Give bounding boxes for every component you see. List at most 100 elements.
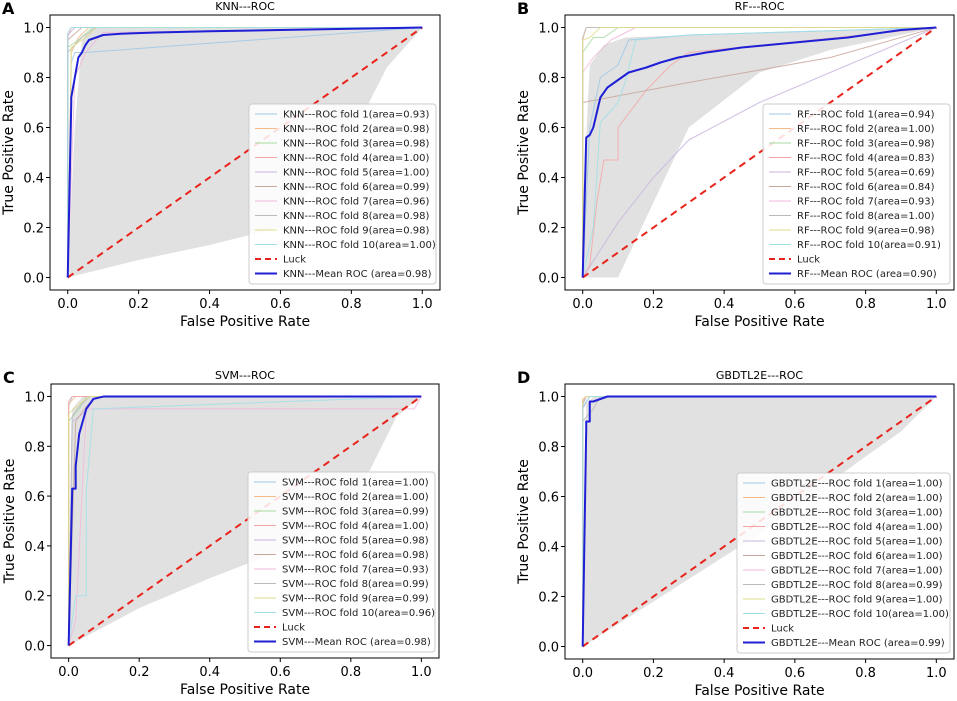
legend: SVM---ROC fold 1(area=1.00) SVM---ROC fol…	[247, 471, 436, 653]
legend-entry: Luck	[797, 255, 820, 266]
fold-10-line	[582, 27, 937, 278]
legend-entry: SVM---ROC fold 8(area=0.99)	[282, 579, 429, 590]
x-tick-label: 0.6	[785, 297, 806, 312]
legend-entry: GBDTL2E---ROC fold 10(area=1.00)	[771, 609, 949, 620]
chart-title: GBDTL2E---ROC	[716, 369, 804, 382]
legend-entry: RF---ROC fold 4(area=0.83)	[797, 153, 935, 164]
plot-frame	[50, 383, 440, 659]
x-axis-label: False Positive Rate	[180, 314, 310, 330]
legend-box	[248, 103, 437, 285]
panel-A: A KNN---ROC 0.0 0.2 0.4 0.6 0.8 1.0 0.0 0.2 0.4 0.6…	[1, 0, 441, 330]
legend-entry: SVM---ROC fold 4(area=1.00)	[282, 521, 429, 532]
legend: KNN---ROC fold 1(area=0.93) KNN---ROC fol…	[248, 103, 437, 285]
std-band	[582, 27, 937, 278]
y-axis-label: True Positive Rate	[1, 90, 17, 216]
legend-entry: GBDTL2E---ROC fold 3(area=1.00)	[771, 508, 943, 519]
legend-entry: KNN---ROC fold 4(area=1.00)	[283, 153, 429, 164]
legend-entry: RF---ROC fold 2(area=1.00)	[797, 124, 935, 135]
mean-roc-line	[67, 395, 422, 646]
mean-roc-line	[581, 395, 937, 647]
x-tick-label: 0.4	[199, 297, 220, 312]
panel-letter: C	[3, 368, 15, 387]
fold-10-line	[67, 27, 423, 278]
legend-entry: KNN---ROC fold 1(area=0.93)	[283, 110, 429, 121]
x-axis-label: False Positive Rate	[694, 314, 824, 330]
legend-entry: SVM---ROC fold 7(area=0.93)	[282, 565, 429, 576]
x-tick-label: 0.0	[58, 665, 79, 680]
x-tick-label: 0.4	[714, 666, 735, 681]
x-tick-label: 1.0	[926, 297, 947, 312]
legend: RF---ROC fold 1(area=0.94) RF---ROC fold …	[762, 103, 951, 285]
y-tick-label: 1.0	[538, 391, 559, 406]
legend-entry: KNN---ROC fold 7(area=0.96)	[283, 197, 429, 208]
x-tick-label: 0.6	[270, 297, 291, 312]
legend-entry: KNN---ROC fold 8(area=0.98)	[283, 211, 429, 222]
chart-title: KNN---ROC	[215, 0, 275, 13]
legend-entry: RF---ROC fold 8(area=1.00)	[797, 211, 935, 222]
panel-letter: D	[517, 368, 530, 387]
legend-entry: SVM---ROC fold 5(area=0.98)	[282, 536, 429, 547]
y-tick-label: 0.2	[538, 222, 559, 237]
legend-entry: RF---ROC fold 5(area=0.69)	[797, 168, 935, 179]
y-tick-label: 0.0	[23, 272, 44, 287]
legend-entry: Luck	[771, 624, 794, 635]
x-tick-label: 0.8	[855, 666, 876, 681]
legend-entry: KNN---ROC fold 2(area=0.98)	[283, 124, 429, 135]
legend: GBDTL2E---ROC fold 1(area=1.00) GBDTL2E--…	[736, 472, 951, 654]
x-tick-label: 0.8	[340, 665, 361, 680]
legend-entry: GBDTL2E---ROC fold 9(area=1.00)	[771, 595, 943, 606]
y-tick-label: 0.2	[538, 591, 559, 606]
legend-entry: SVM---Mean ROC (area=0.98)	[282, 637, 431, 648]
y-tick-label: 0.8	[23, 72, 44, 87]
legend-entry: GBDTL2E---ROC fold 6(area=1.00)	[771, 551, 943, 562]
y-tick-label: 0.6	[23, 122, 44, 137]
mean-roc-line	[581, 26, 937, 278]
y-axis-label: True Positive Rate	[516, 459, 532, 585]
legend-entry: GBDTL2E---ROC fold 5(area=1.00)	[771, 537, 943, 548]
legend-entry: Luck	[283, 255, 306, 266]
x-axis-label: False Positive Rate	[694, 683, 824, 697]
legend-entry: Luck	[282, 623, 305, 634]
y-tick-label: 0.6	[24, 490, 45, 505]
y-tick-label: 0.8	[538, 72, 559, 87]
chart-title: RF---ROC	[735, 0, 785, 13]
y-tick-label: 0.4	[538, 172, 559, 187]
legend-entry: KNN---ROC fold 10(area=1.00)	[283, 240, 436, 251]
legend-entry: RF---Mean ROC (area=0.90)	[797, 269, 937, 280]
legend-entry: GBDTL2E---ROC fold 4(area=1.00)	[771, 522, 943, 533]
panel-letter: A	[2, 0, 15, 18]
legend-entry: KNN---ROC fold 5(area=1.00)	[283, 168, 429, 179]
fold-4-line	[582, 27, 937, 278]
legend-entry: RF---ROC fold 6(area=0.84)	[797, 182, 935, 193]
mean-roc-line	[66, 26, 423, 278]
y-tick-label: 0.2	[23, 222, 44, 237]
legend-entry: SVM---ROC fold 1(area=1.00)	[282, 478, 429, 489]
luck-line	[582, 26, 937, 279]
x-axis-label: False Positive Rate	[180, 682, 310, 697]
x-tick-label: 0.8	[341, 297, 362, 312]
legend-entry: GBDTL2E---ROC fold 7(area=1.00)	[771, 566, 943, 577]
panel-D: D GBDTL2E---ROC 0.0 0.2 0.4 0.6 0.8 1.0 0.0 0.2 0.…	[516, 368, 955, 699]
x-tick-label: 0.8	[855, 297, 876, 312]
fold-5-line	[582, 27, 937, 278]
legend-entry: RF---ROC fold 7(area=0.93)	[797, 197, 935, 208]
x-tick-label: 0.4	[199, 665, 220, 680]
y-tick-label: 0.4	[538, 541, 559, 556]
legend-entry: RF---ROC fold 3(area=0.98)	[797, 139, 935, 150]
legend-entry: KNN---ROC fold 3(area=0.98)	[283, 139, 429, 150]
fold-9-line	[582, 27, 937, 278]
y-tick-label: 0.4	[23, 172, 44, 187]
y-tick-label: 0.0	[538, 641, 559, 656]
y-tick-label: 0.4	[24, 540, 45, 555]
y-tick-label: 1.0	[23, 22, 44, 37]
x-tick-label: 1.0	[926, 666, 947, 681]
plot-frame	[564, 14, 955, 291]
y-tick-label: 0.8	[538, 441, 559, 456]
plot-frame	[564, 383, 955, 660]
y-tick-label: 1.0	[538, 22, 559, 37]
legend-box	[247, 471, 436, 653]
plot-frame	[49, 14, 441, 291]
panel-C: C SVM---ROC 0.0 0.2 0.4 0.6 0.8 1.0 0.0 0.2 0.4 0.6…	[2, 368, 440, 698]
legend-entry: KNN---Mean ROC (area=0.98)	[283, 269, 432, 280]
